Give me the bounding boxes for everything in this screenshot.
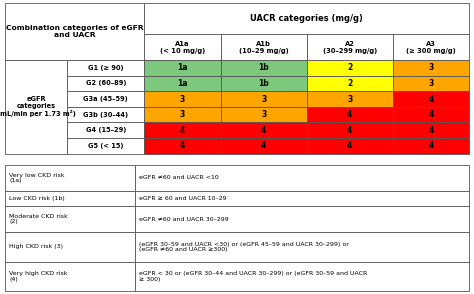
- Text: Moderate CKD risk
(2): Moderate CKD risk (2): [9, 214, 68, 225]
- Text: G4 (15–29): G4 (15–29): [86, 127, 126, 133]
- Bar: [135, 262, 469, 291]
- Bar: [221, 107, 307, 123]
- Bar: [392, 60, 469, 76]
- Bar: [5, 206, 135, 232]
- Text: High CKD risk (3): High CKD risk (3): [9, 245, 64, 250]
- Text: 4: 4: [428, 110, 434, 119]
- Bar: [67, 107, 144, 123]
- Text: Very high CKD risk
(4): Very high CKD risk (4): [9, 271, 68, 282]
- Text: 4: 4: [180, 126, 185, 135]
- Bar: [135, 232, 469, 262]
- Text: 3: 3: [428, 79, 434, 88]
- Text: 1b: 1b: [258, 79, 269, 88]
- Text: 1b: 1b: [258, 64, 269, 72]
- Bar: [5, 165, 135, 191]
- Text: 4: 4: [428, 126, 434, 135]
- Text: eGFR ≠60 and UACR 30–299: eGFR ≠60 and UACR 30–299: [139, 217, 229, 222]
- Text: G5 (< 15): G5 (< 15): [88, 143, 124, 149]
- Text: G3a (45–59): G3a (45–59): [83, 96, 128, 102]
- Bar: [144, 76, 221, 91]
- Bar: [392, 107, 469, 123]
- Bar: [144, 123, 221, 138]
- Text: 1a: 1a: [177, 79, 188, 88]
- Text: eGFR
categories
(mL/min per 1.73 m²): eGFR categories (mL/min per 1.73 m²): [0, 96, 75, 118]
- Bar: [5, 262, 135, 291]
- Text: 3: 3: [180, 95, 185, 103]
- Text: 3: 3: [180, 110, 185, 119]
- Bar: [67, 91, 144, 107]
- Bar: [5, 191, 135, 206]
- Bar: [144, 3, 469, 34]
- Bar: [135, 206, 469, 232]
- Bar: [392, 34, 469, 60]
- Bar: [307, 91, 392, 107]
- Bar: [67, 76, 144, 91]
- Text: A2
(30–299 mg/g): A2 (30–299 mg/g): [322, 41, 377, 54]
- Bar: [221, 138, 307, 154]
- Bar: [307, 60, 392, 76]
- Text: 4: 4: [180, 141, 185, 150]
- Text: eGFR ≥ 60 and UACR 10–29: eGFR ≥ 60 and UACR 10–29: [139, 196, 227, 201]
- Bar: [307, 107, 392, 123]
- Text: eGFR ≠60 and UACR <10: eGFR ≠60 and UACR <10: [139, 176, 219, 181]
- Text: UACR categories (mg/g): UACR categories (mg/g): [250, 14, 363, 23]
- Bar: [135, 191, 469, 206]
- Text: 3: 3: [261, 110, 266, 119]
- Bar: [5, 60, 67, 154]
- Text: Very low CKD risk
(1a): Very low CKD risk (1a): [9, 173, 65, 183]
- Bar: [307, 123, 392, 138]
- Bar: [135, 165, 469, 191]
- Bar: [392, 91, 469, 107]
- Bar: [392, 76, 469, 91]
- Text: 4: 4: [261, 141, 266, 150]
- Bar: [392, 138, 469, 154]
- Bar: [5, 3, 144, 60]
- Bar: [67, 123, 144, 138]
- Bar: [144, 60, 221, 76]
- Bar: [221, 76, 307, 91]
- Bar: [5, 232, 135, 262]
- Text: 2: 2: [347, 64, 352, 72]
- Text: A3
(≥ 300 mg/g): A3 (≥ 300 mg/g): [406, 41, 456, 54]
- Bar: [67, 60, 144, 76]
- Text: 4: 4: [347, 126, 352, 135]
- Bar: [144, 107, 221, 123]
- Bar: [144, 91, 221, 107]
- Bar: [307, 138, 392, 154]
- Bar: [144, 34, 221, 60]
- Bar: [67, 138, 144, 154]
- Text: 4: 4: [347, 141, 352, 150]
- Bar: [221, 60, 307, 76]
- Text: A1a
(< 10 mg/g): A1a (< 10 mg/g): [160, 41, 205, 54]
- Text: 4: 4: [428, 141, 434, 150]
- Text: A1b
(10–29 mg/g): A1b (10–29 mg/g): [239, 41, 289, 54]
- Text: 4: 4: [261, 126, 266, 135]
- Text: G2 (60–89): G2 (60–89): [85, 81, 126, 86]
- Text: eGFR < 30 or (eGFR 30–44 and UACR 30–299) or (eGFR 30–59 and UACR
≥ 300): eGFR < 30 or (eGFR 30–44 and UACR 30–299…: [139, 271, 368, 282]
- Text: 3: 3: [428, 64, 434, 72]
- Text: 1a: 1a: [177, 64, 188, 72]
- Bar: [221, 34, 307, 60]
- Bar: [307, 34, 392, 60]
- Text: 2: 2: [347, 79, 352, 88]
- Bar: [392, 123, 469, 138]
- Text: 4: 4: [428, 95, 434, 103]
- Bar: [307, 76, 392, 91]
- Text: 4: 4: [347, 110, 352, 119]
- Text: (eGFR 30–59 and UACR <30) or (eGFR 45–59 and UACR 30–299) or
(eGFR ≠60 and UACR : (eGFR 30–59 and UACR <30) or (eGFR 45–59…: [139, 242, 349, 252]
- Text: 3: 3: [261, 95, 266, 103]
- Text: 3: 3: [347, 95, 352, 103]
- Bar: [221, 91, 307, 107]
- Text: Combination categories of eGFR
and UACR: Combination categories of eGFR and UACR: [6, 25, 143, 38]
- Text: G3b (30–44): G3b (30–44): [83, 112, 128, 118]
- Text: G1 (≥ 90): G1 (≥ 90): [88, 65, 124, 71]
- Text: Low CKD risk (1b): Low CKD risk (1b): [9, 196, 65, 201]
- Bar: [221, 123, 307, 138]
- Bar: [144, 138, 221, 154]
